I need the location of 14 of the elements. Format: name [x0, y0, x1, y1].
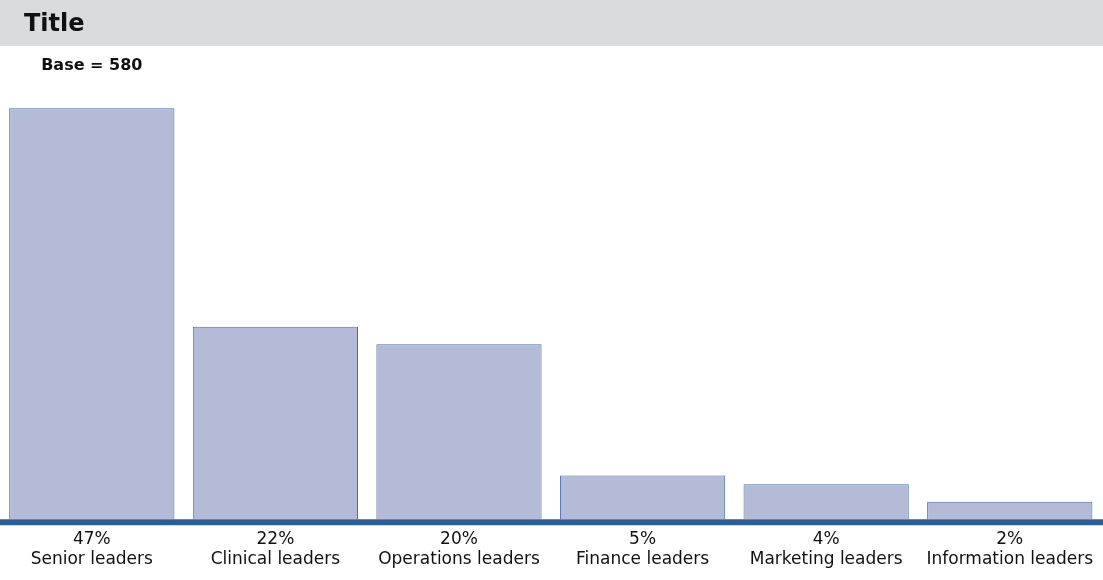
x-tick-label: Operations leaders [378, 548, 540, 569]
x-tick-label: Senior leaders [30, 548, 154, 569]
data-label: 22% [256, 527, 295, 548]
data-label: 20% [440, 527, 478, 548]
x-tick-label: Marketing leaders [749, 548, 903, 569]
data-label: 2% [996, 527, 1024, 548]
data-label: 47% [72, 527, 111, 548]
x-tick-label: Information leaders [926, 548, 1094, 569]
text: Base = 580 [41, 55, 143, 75]
chart-title: Title [0, 0, 1103, 46]
x-tick-label: Finance leaders [576, 548, 710, 569]
data-label: 5% [629, 527, 657, 548]
data-label: 4% [812, 527, 840, 548]
x-tick-label: Clinical leaders [210, 548, 341, 569]
